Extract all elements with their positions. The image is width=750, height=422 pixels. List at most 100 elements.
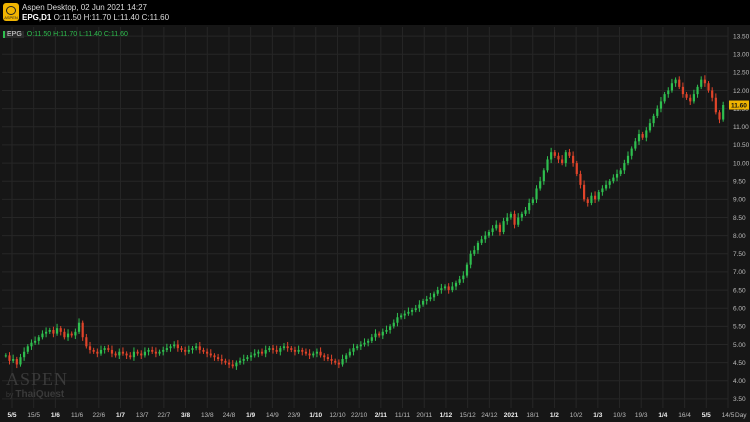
candle-body [410,310,414,312]
candle-body [290,348,293,350]
candle-body [612,177,615,182]
x-tick-label: 1/6 [51,412,60,419]
candle-body [213,355,216,358]
candle-body [656,108,659,116]
candle-body [125,353,128,356]
legend-symbol[interactable]: EPG [3,31,24,38]
candle-body [634,141,637,149]
candle-body [553,152,556,156]
candle-body [711,90,714,98]
candle-body [151,349,154,352]
price-chart[interactable]: 3.50 4.00 4.50 5.00 5.50 6.00 6.50 7.00 7.50 8.00… [0,25,750,422]
candle-body [367,340,370,343]
chart-legend: EPG O:11.50 H:11.70 L:11.40 C:11.60 [3,31,128,38]
candle-body [520,213,523,218]
candle-body [517,217,520,225]
candle-body [447,286,450,291]
candle-body [352,348,355,352]
candle-body [575,163,578,174]
y-tick-label: 6.00 [733,306,746,313]
candle-body [330,359,333,361]
candle-body [593,195,597,200]
candle-body [180,348,183,350]
timeframe-label: Day [735,412,747,419]
candle-body [363,342,366,345]
x-tick-label: 22/6 [92,412,105,419]
candle-body [436,290,439,294]
candle-body [12,359,15,361]
candle-body [136,351,139,354]
candle-body [257,351,260,354]
candle-body [132,351,136,358]
x-tick-label: 19/3 [635,412,648,419]
current-price-badge [729,100,749,110]
y-tick-label: 10.50 [733,142,750,149]
candle-body [513,213,516,225]
candle-body [114,353,117,356]
candle-body [396,317,399,323]
x-tick-label: 1/9 [246,412,255,419]
logo-text: ASPEN [4,15,18,20]
candle-body [26,346,29,352]
candle-body [81,322,84,338]
candle-body [48,329,51,332]
candle-body [696,86,699,95]
candle-body [337,362,340,365]
candle-body [99,349,103,354]
y-tick-label: 7.00 [733,269,746,276]
candle-body [648,123,652,131]
candle-body [700,79,703,87]
candle-body [52,329,55,334]
watermark-by: by [6,392,14,399]
y-tick-label: 5.00 [733,342,746,349]
y-tick-label: 9.50 [733,179,746,186]
candlestick-chart[interactable]: 3.50 4.00 4.50 5.00 5.50 6.00 6.50 7.00 7.50 8.00… [0,25,750,422]
candle-body [23,351,26,358]
candle-body [469,253,472,265]
y-tick-label: 13.50 [733,33,750,40]
candle-body [242,359,245,361]
candle-body [282,346,286,349]
candle-body [304,351,308,354]
candle-body [663,94,666,102]
candle-body [253,353,256,356]
candle-body [550,152,553,160]
candle-body [465,264,469,276]
candle-body [121,351,125,354]
candle-body [714,97,717,113]
candle-body [59,328,62,332]
candle-body [374,333,377,338]
x-tick-label: 1/12 [440,412,453,419]
candle-body [641,134,644,138]
candle-body [498,224,502,233]
x-tick-label: 2021 [504,412,519,419]
candle-body [473,250,476,254]
candle-body [301,349,304,352]
candle-body [454,282,458,287]
x-tick-label: 2/11 [375,412,388,419]
candle-body [652,115,655,124]
x-tick-label: 10/3 [613,412,626,419]
x-tick-label: 24/8 [223,412,236,419]
candle-body [407,311,410,314]
candle-body [626,155,630,164]
title-bar: ASPEN Aspen Desktop, 02 Jun 2021 14:27 E… [0,0,750,25]
candle-body [392,322,395,327]
x-tick-label: 1/2 [550,412,559,419]
candle-body [44,331,48,334]
candle-body [597,192,600,200]
y-tick-label: 7.50 [733,251,746,258]
candle-body [66,333,70,338]
candle-body [162,349,165,352]
candle-body [718,112,721,120]
candle-body [206,351,209,354]
candle-body [707,83,710,91]
candle-body [689,97,692,102]
y-tick-label: 3.50 [733,396,746,403]
candle-body [268,348,271,350]
candle-body [107,348,110,350]
candle-body [103,348,106,350]
x-tick-label: 18/1 [526,412,539,419]
y-tick-label: 11.00 [733,124,749,131]
candle-body [659,101,663,109]
